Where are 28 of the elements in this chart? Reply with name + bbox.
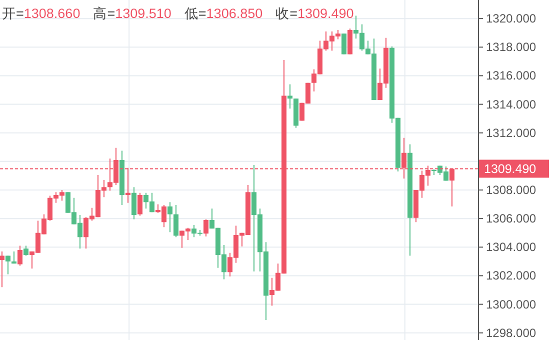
candlestick [5,255,10,275]
candlestick [137,192,142,216]
candlestick [173,204,178,238]
candlestick [23,245,28,256]
y-tick-label: 1312.000 [486,126,536,140]
annotation: 高=1309.510 [93,6,172,21]
y-tick-label: 1302.000 [486,268,536,283]
y-tick-label: 1314.000 [486,97,536,112]
y-tick-label: 1318.000 [486,40,536,54]
candlestick [341,33,346,55]
y-tick-label: 1316.000 [486,68,536,83]
candlestick [11,250,16,264]
candlestick [0,250,4,288]
y-tick-label: 1306.000 [486,212,536,226]
y-tick-label: 1308.000 [486,183,536,197]
annotation: 低=1306.850 [184,6,263,21]
y-tick-label: 1304.000 [486,240,536,254]
candlestick [167,202,172,233]
ref-line-label: 1309.490 [484,162,536,176]
candlestick [287,84,292,110]
candlestick [131,186,136,220]
annotation: 开=1308.660 [2,6,80,21]
annotation: 收=1309.490 [276,6,354,21]
y-tick-label: 1298.000 [486,326,536,340]
y-tick-label: 1300.000 [486,297,536,312]
candlestick [203,218,208,237]
y-tick-label: 1320.000 [486,12,536,26]
candlestick [17,245,22,266]
